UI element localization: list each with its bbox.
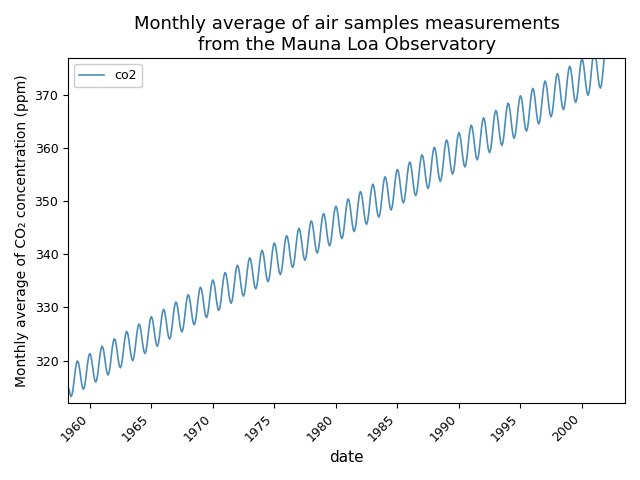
co2 [261,263,269,269]
X-axis label: date: date [329,450,364,465]
co2 [189,320,197,326]
co2 [564,67,572,72]
co2 [218,289,226,295]
Title: Monthly average of air samples measurements
from the Mauna Loa Observatory: Monthly average of air samples measureme… [134,15,559,54]
Line: co2: co2 [69,44,607,396]
co2 [181,311,189,316]
co2 [67,394,75,399]
co2 [246,255,253,261]
co2 [603,41,611,47]
co2 [65,386,73,392]
Y-axis label: Monthly average of CO₂ concentration (ppm): Monthly average of CO₂ concentration (pp… [15,74,29,387]
Legend: co2: co2 [74,64,142,87]
